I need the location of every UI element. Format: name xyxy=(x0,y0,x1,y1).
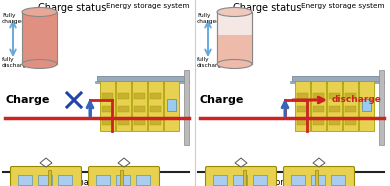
Text: New control method: New control method xyxy=(251,178,333,186)
Bar xyxy=(38,175,52,185)
Bar xyxy=(136,175,150,185)
Ellipse shape xyxy=(22,60,57,68)
FancyBboxPatch shape xyxy=(89,166,160,186)
Ellipse shape xyxy=(217,7,252,17)
Bar xyxy=(102,93,113,99)
Text: Conventional control method: Conventional control method xyxy=(38,178,156,186)
Bar xyxy=(311,175,325,185)
Bar xyxy=(118,93,129,99)
Text: Charge: Charge xyxy=(200,95,245,105)
Bar xyxy=(313,119,324,125)
Bar xyxy=(150,93,161,99)
Bar xyxy=(148,81,163,131)
Text: fully
discharged: fully discharged xyxy=(2,57,34,68)
Bar xyxy=(295,81,310,131)
Bar xyxy=(167,99,176,111)
Bar xyxy=(58,175,72,185)
Bar xyxy=(292,76,382,81)
Bar xyxy=(345,93,356,99)
Polygon shape xyxy=(235,158,247,167)
Bar xyxy=(217,12,252,64)
Ellipse shape xyxy=(22,7,57,17)
Bar xyxy=(253,175,267,185)
Ellipse shape xyxy=(217,60,252,68)
FancyBboxPatch shape xyxy=(11,166,82,186)
Bar xyxy=(329,119,340,125)
Text: Charge status: Charge status xyxy=(38,3,106,13)
Bar xyxy=(184,70,189,145)
Bar xyxy=(213,175,227,185)
Bar xyxy=(134,119,145,125)
Bar xyxy=(134,93,145,99)
Text: Energy storage system: Energy storage system xyxy=(106,3,190,9)
Bar xyxy=(362,99,371,111)
Bar xyxy=(315,170,317,186)
Bar xyxy=(217,12,252,64)
Text: Energy storage system: Energy storage system xyxy=(301,3,385,9)
Bar xyxy=(18,175,32,185)
Bar xyxy=(343,81,358,131)
FancyBboxPatch shape xyxy=(206,166,277,186)
Bar xyxy=(100,81,115,131)
Bar xyxy=(329,106,340,112)
Bar xyxy=(329,93,340,99)
FancyBboxPatch shape xyxy=(284,166,355,186)
Bar xyxy=(291,175,305,185)
Bar xyxy=(331,175,345,185)
Bar xyxy=(150,119,161,125)
Text: fully
discharged: fully discharged xyxy=(197,57,229,68)
Bar xyxy=(313,106,324,112)
Bar xyxy=(345,106,356,112)
Bar xyxy=(150,106,161,112)
Bar xyxy=(297,119,308,125)
Bar xyxy=(359,81,374,131)
Bar xyxy=(120,170,122,186)
Bar xyxy=(311,81,326,131)
Bar xyxy=(233,175,247,185)
Bar xyxy=(118,119,129,125)
Bar xyxy=(164,81,179,131)
Bar xyxy=(327,81,342,131)
Bar xyxy=(48,170,51,186)
Bar xyxy=(118,106,129,112)
Bar xyxy=(345,119,356,125)
Bar xyxy=(96,175,110,185)
Bar xyxy=(313,93,324,99)
Text: Charge status: Charge status xyxy=(233,3,301,13)
Bar xyxy=(134,106,145,112)
Bar xyxy=(217,35,252,64)
Bar xyxy=(116,175,130,185)
Bar xyxy=(132,81,147,131)
Bar xyxy=(102,106,113,112)
Text: Fully
charged: Fully charged xyxy=(197,13,221,24)
Text: discharge: discharge xyxy=(332,95,382,105)
Bar xyxy=(22,12,57,64)
Polygon shape xyxy=(118,158,130,167)
Bar xyxy=(116,81,131,131)
Polygon shape xyxy=(40,158,52,167)
Bar xyxy=(97,76,187,81)
Text: Charge: Charge xyxy=(5,95,50,105)
Bar xyxy=(297,106,308,112)
Bar xyxy=(243,170,246,186)
Bar xyxy=(379,70,384,145)
Bar xyxy=(297,93,308,99)
Bar xyxy=(290,81,384,83)
Text: Fully
charged: Fully charged xyxy=(2,13,26,24)
Bar xyxy=(95,81,189,83)
Polygon shape xyxy=(313,158,325,167)
Bar xyxy=(102,119,113,125)
